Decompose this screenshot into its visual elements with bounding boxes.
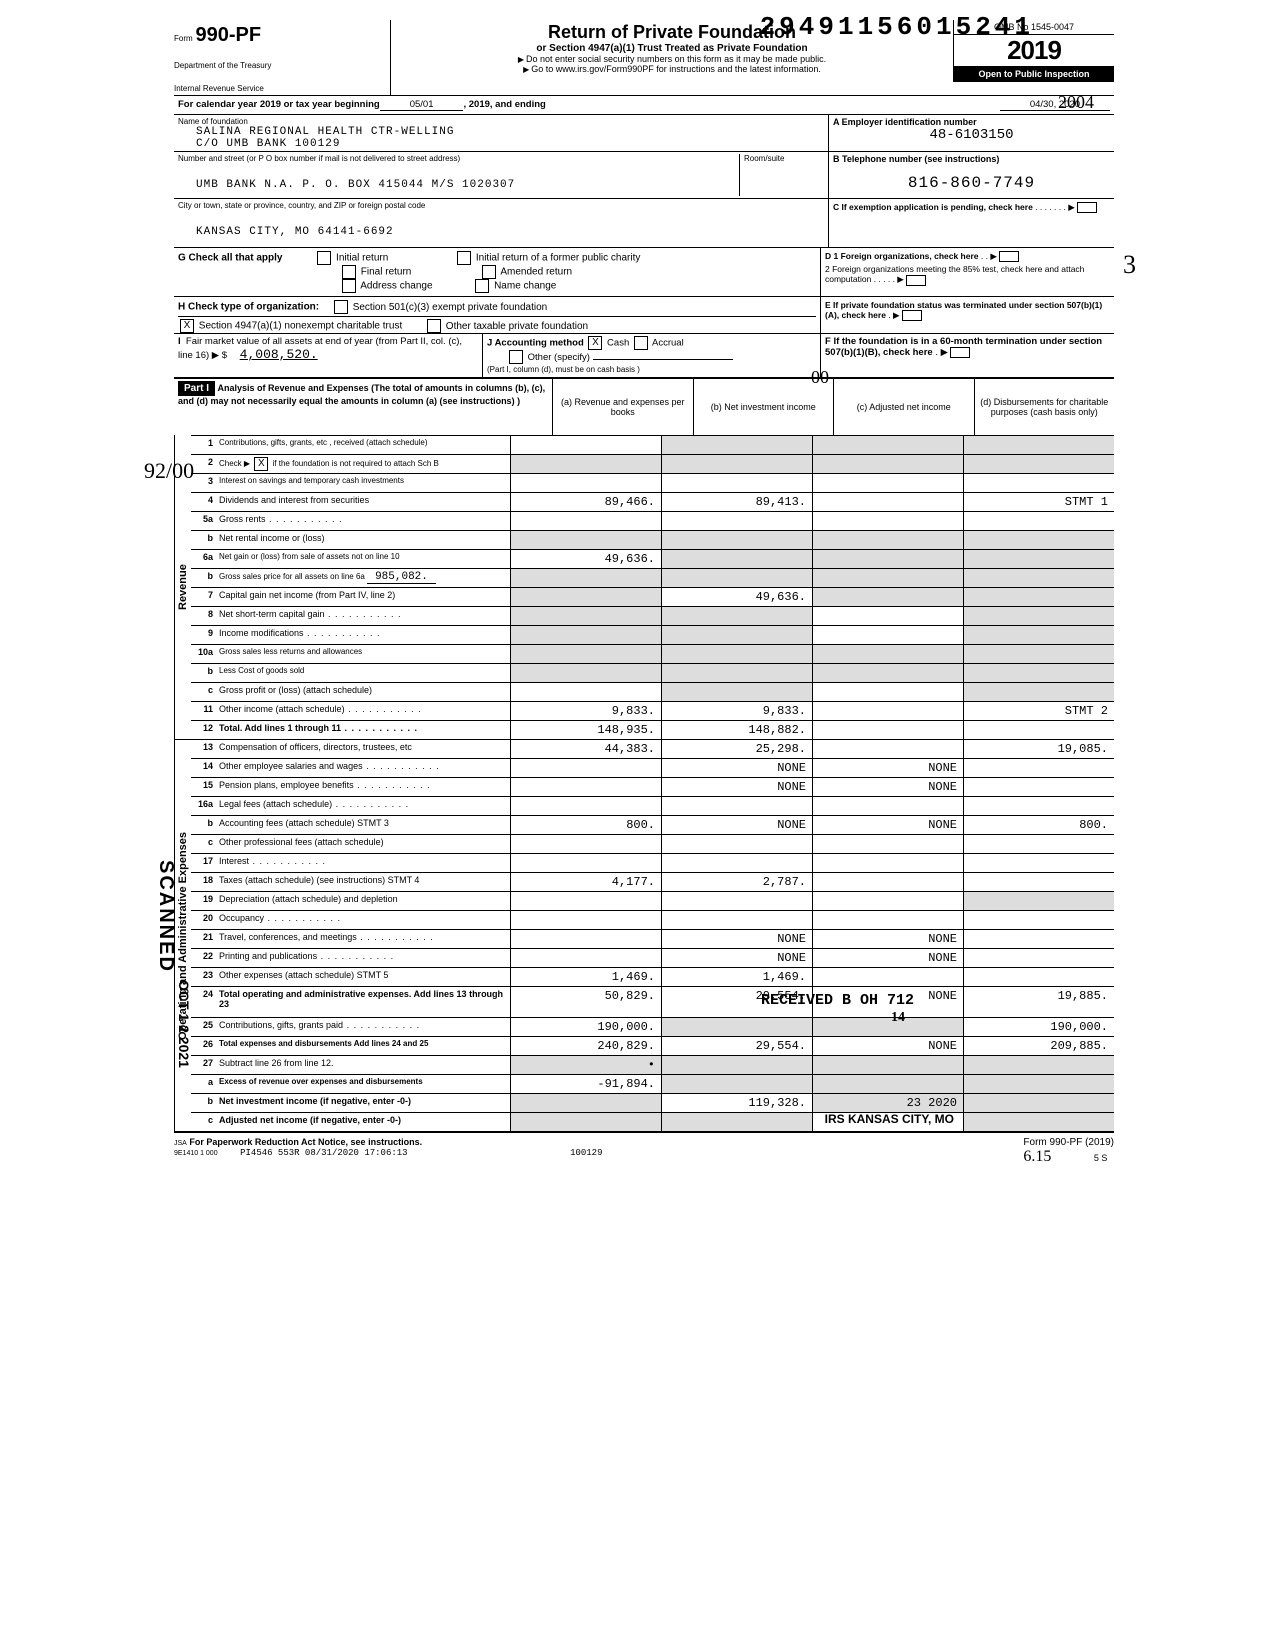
col-a-header: (a) Revenue and expenses per books: [552, 379, 693, 435]
chk-other-acct[interactable]: [509, 350, 523, 364]
chk-initial[interactable]: [317, 251, 331, 265]
handwritten-year: 2004: [1058, 92, 1094, 113]
phone-value: 816-860-7749: [833, 164, 1110, 202]
chk-schb[interactable]: X: [254, 457, 268, 471]
chk-cash[interactable]: X: [588, 336, 602, 350]
chk-name[interactable]: [475, 279, 489, 293]
city-label: City or town, state or province, country…: [178, 201, 824, 210]
chk-final[interactable]: [342, 265, 356, 279]
begin-date: 05/01: [380, 99, 464, 111]
ein-value: 48-6103150: [833, 127, 1110, 143]
name-label: Name of foundation: [178, 117, 824, 126]
dln-stamp: 29491156015241: [760, 12, 1034, 42]
handwritten-sig: 6.15: [1023, 1148, 1051, 1165]
care-of: C/O UMB BANK 100129: [178, 138, 824, 150]
calendar-year-row: For calendar year 2019 or tax year begin…: [174, 96, 1114, 115]
fmv-value: 4,008,520.: [240, 347, 318, 362]
scanned-stamp: SCANNED: [154, 860, 177, 973]
foundation-name: SALINA REGIONAL HEALTH CTR-WELLING: [178, 126, 824, 138]
street-address: UMB BANK N.A. P. O. BOX 415044 M/S 10203…: [178, 179, 739, 191]
box-e-checkbox[interactable]: [902, 310, 922, 321]
page-footer: JSA For Paperwork Reduction Act Notice, …: [174, 1131, 1114, 1166]
box-f-checkbox[interactable]: [950, 347, 970, 358]
chk-accrual[interactable]: [634, 336, 648, 350]
addr-label: Number and street (or P O box number if …: [178, 154, 739, 163]
dept-treasury: Department of the Treasury: [174, 61, 384, 70]
chk-4947[interactable]: X: [180, 319, 194, 333]
form-subtitle: or Section 4947(a)(1) Trust Treated as P…: [395, 43, 949, 54]
part1-header: Part I: [178, 381, 215, 396]
revenue-label: Revenue: [174, 435, 191, 739]
part1-title: Analysis of Revenue and Expenses (The to…: [178, 383, 545, 406]
chk-address[interactable]: [342, 279, 356, 293]
box-d1: D 1 Foreign organizations, check here . …: [825, 251, 1110, 262]
section-g: G Check all that apply Initial return In…: [174, 248, 820, 296]
scanned-date: OCT 1 2 2021: [176, 980, 192, 1068]
handwritten-3: 3: [1123, 250, 1136, 280]
box-c-checkbox[interactable]: [1077, 202, 1097, 213]
form-number-footer: Form 990-PF (2019): [1023, 1137, 1114, 1148]
chk-amended[interactable]: [482, 265, 496, 279]
box-c-label: C If exemption application is pending, c…: [833, 202, 1033, 212]
col-c-header: (c) Adjusted net income: [833, 379, 974, 435]
col-d-header: (d) Disbursements for charitable purpose…: [974, 379, 1115, 435]
chk-former[interactable]: [457, 251, 471, 265]
box-f: F If the foundation is in a 60-month ter…: [825, 336, 1110, 358]
ssn-note: Do not enter social security numbers on …: [395, 54, 949, 64]
phone-label: B Telephone number (see instructions): [833, 154, 1110, 164]
website-note: Go to www.irs.gov/Form990PF for instruct…: [395, 64, 949, 74]
ein-label: A Employer identification number: [833, 117, 1110, 127]
inspection-notice: Open to Public Inspection: [954, 66, 1114, 82]
box-d2-checkbox[interactable]: [906, 275, 926, 286]
irs-city-stamp: IRS KANSAS CITY, MO: [825, 1112, 954, 1126]
city-state-zip: KANSAS CITY, MO 64141-6692: [178, 226, 824, 238]
box-e: E If private foundation status was termi…: [825, 300, 1110, 321]
box-d1-checkbox[interactable]: [999, 251, 1019, 262]
handwritten-00: 00: [811, 367, 829, 388]
received-stamp: RECEIVED B OH 712 14: [761, 992, 914, 1026]
form-number: 990-PF: [195, 24, 261, 46]
dept-irs: Internal Revenue Service: [174, 84, 384, 93]
box-d2: 2 Foreign organizations meeting the 85% …: [825, 264, 1110, 285]
chk-501c3[interactable]: [334, 300, 348, 314]
chk-other-pf[interactable]: [427, 319, 441, 333]
room-label: Room/suite: [744, 154, 824, 163]
